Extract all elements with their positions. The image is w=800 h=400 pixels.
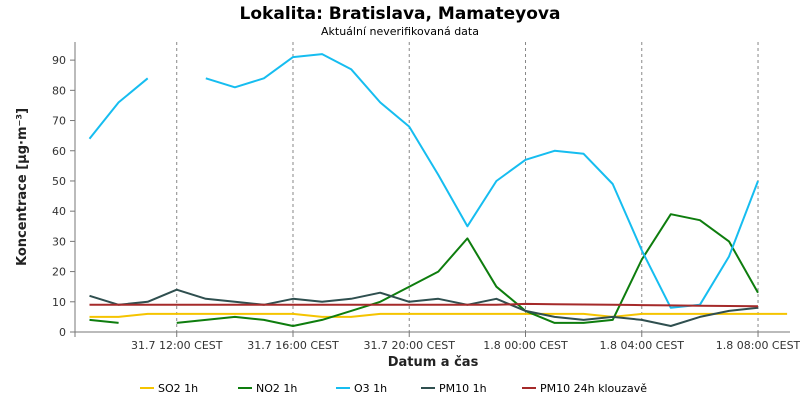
y-ticks: 0 10 20 30 40 50 60 70 80 90 xyxy=(52,54,75,339)
legend-label-pm10-1h: PM10 1h xyxy=(439,382,487,395)
chart-title: Lokalita: Bratislava, Mamateyova xyxy=(240,4,561,24)
plot-area xyxy=(75,42,790,332)
y-tick-label: 90 xyxy=(52,54,66,67)
series-line-no2-1h xyxy=(89,318,119,324)
series-line-o3-1h xyxy=(205,53,759,309)
y-axis-label: Koncentrace [µg·m⁻³] xyxy=(15,108,30,266)
y-tick-label: 40 xyxy=(52,205,66,218)
series-line-pm10-1h xyxy=(89,288,759,327)
legend-label-so2-1h: SO2 1h xyxy=(158,382,198,395)
y-tick-label: 50 xyxy=(52,175,66,188)
x-tick-label: 31.7 20:00 CEST xyxy=(363,339,455,352)
y-tick-label: 30 xyxy=(52,235,66,248)
x-tick-label: 1.8 08:00 CEST xyxy=(716,339,800,352)
series-line-o3-1h xyxy=(88,77,149,140)
y-tick-label: 60 xyxy=(52,145,66,158)
legend: SO2 1h NO2 1h O3 1h PM10 1h PM10 24h klouzav… xyxy=(140,382,647,395)
x-tick-label: 31.7 12:00 CEST xyxy=(131,339,223,352)
legend-label-pm10-24h-klouzav: PM10 24h klouzavě xyxy=(540,382,647,395)
x-axis-label: Datum a čas xyxy=(388,355,479,370)
legend-label-o3-1h: O3 1h xyxy=(354,382,387,395)
chart-subtitle: Aktuální neverifikovaná data xyxy=(321,25,479,38)
series-layer xyxy=(88,53,788,327)
axes xyxy=(70,42,790,337)
legend-label-no2-1h: NO2 1h xyxy=(256,382,297,395)
series-line-so2-1h xyxy=(89,312,788,318)
series-line-pm10-24h-klouzav xyxy=(89,302,759,308)
y-tick-label: 20 xyxy=(52,266,66,279)
x-tick-label: 1.8 00:00 CEST xyxy=(483,339,568,352)
x-ticks: 31.7 12:00 CEST 31.7 16:00 CEST 31.7 20:00… xyxy=(131,332,800,352)
x-tick-label: 1.8 04:00 CEST xyxy=(600,339,685,352)
grid xyxy=(176,42,759,332)
y-tick-label: 80 xyxy=(52,84,66,97)
x-tick-label: 31.7 16:00 CEST xyxy=(247,339,339,352)
y-tick-label: 0 xyxy=(59,326,66,339)
y-tick-label: 70 xyxy=(52,115,66,128)
series-line-no2-1h xyxy=(176,213,759,327)
y-tick-label: 10 xyxy=(52,296,66,309)
